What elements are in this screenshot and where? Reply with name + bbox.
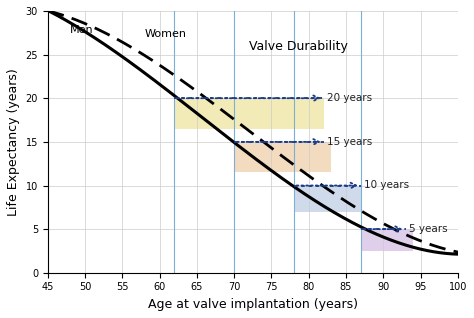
Y-axis label: Life Expectancy (years): Life Expectancy (years) <box>7 68 20 216</box>
Bar <box>294 185 361 212</box>
Text: 10 years: 10 years <box>364 181 409 190</box>
Bar <box>174 98 324 129</box>
Bar <box>234 142 331 172</box>
Text: 5 years: 5 years <box>409 224 447 234</box>
Text: Women: Women <box>145 29 187 39</box>
Text: 20 years: 20 years <box>327 93 372 103</box>
X-axis label: Age at valve implantation (years): Age at valve implantation (years) <box>148 298 358 311</box>
Bar <box>361 229 413 251</box>
Text: Men: Men <box>70 25 94 35</box>
Text: 15 years: 15 years <box>327 137 372 147</box>
Text: Valve Durability: Valve Durability <box>249 40 348 53</box>
